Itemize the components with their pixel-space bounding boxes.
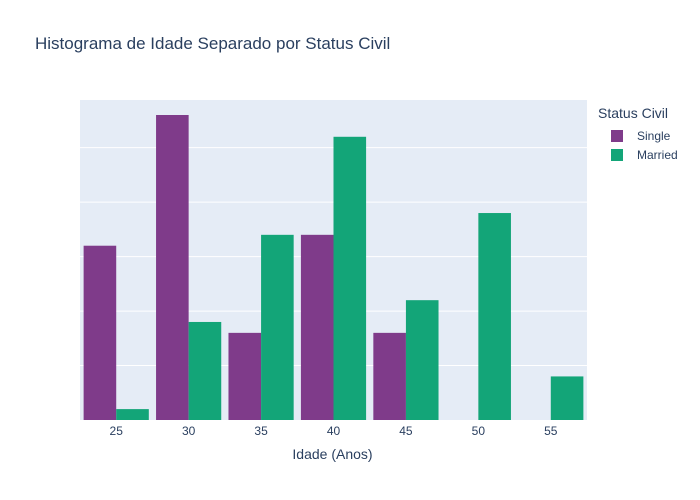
x-tick-label: 30 [182, 424, 196, 438]
bar-married-25 [116, 409, 149, 420]
x-tick-label: 50 [472, 424, 486, 438]
bar-married-55 [550, 376, 584, 420]
x-axis-title: Idade (Anos) [292, 446, 373, 462]
legend-label-single: Single [637, 128, 671, 143]
bar-married-30 [188, 321, 222, 420]
bar-married-50 [478, 213, 511, 420]
x-tick-label: 25 [110, 424, 124, 438]
x-tick-label: 45 [399, 424, 413, 438]
legend-title: Status Civil [598, 105, 669, 121]
x-tick-label: 40 [327, 424, 341, 438]
x-tick-label: 35 [254, 424, 268, 438]
chart-title: Histograma de Idade Separado por Status … [35, 34, 391, 53]
legend-item-single[interactable]: Single [598, 126, 678, 145]
legend-swatch-married [611, 148, 623, 161]
bar-married-45 [405, 300, 439, 420]
legend-item-married[interactable]: Married [598, 145, 678, 164]
bar-single-35 [228, 332, 262, 420]
bar-single-25 [83, 245, 117, 420]
bar-married-35 [261, 234, 294, 420]
bar-single-40 [300, 234, 334, 420]
bar-single-30 [156, 115, 189, 420]
legend-swatch-single [611, 129, 623, 142]
bar-single-45 [373, 332, 406, 420]
bar-married-40 [333, 136, 367, 421]
legend[interactable]: Status Civil Single Married [598, 105, 678, 164]
x-tick-label: 55 [544, 424, 558, 438]
legend-label-married: Married [637, 147, 678, 162]
